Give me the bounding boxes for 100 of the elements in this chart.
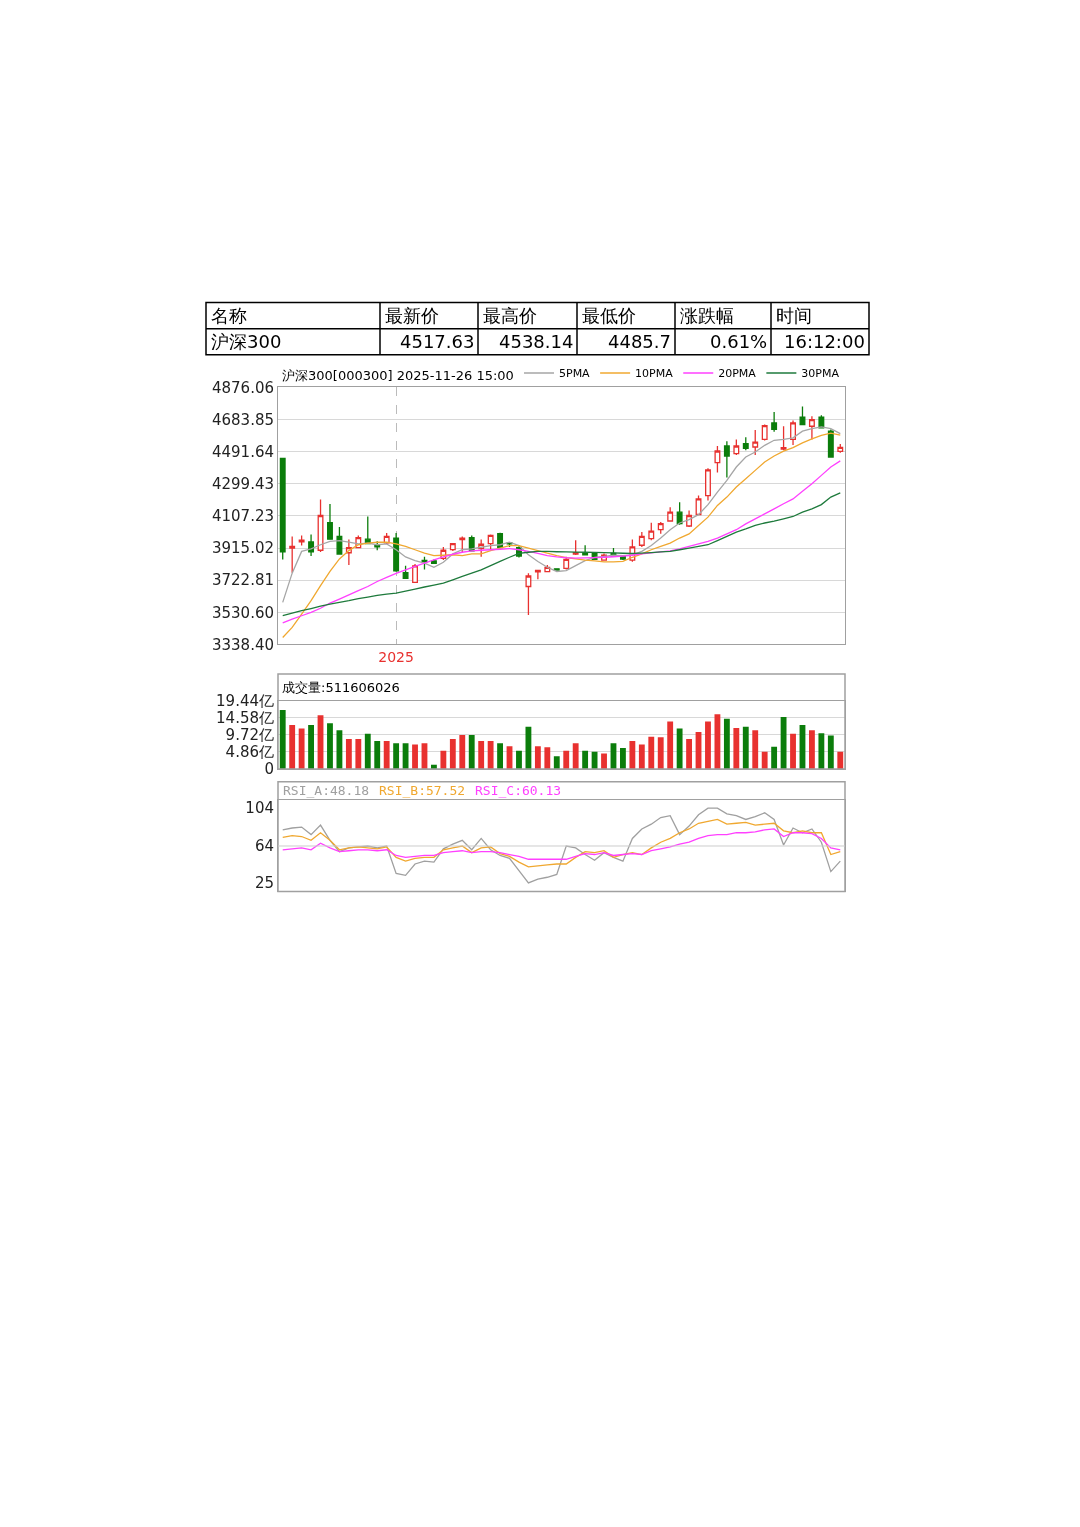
bar [742,726,749,769]
bar [790,733,796,769]
candlestick [714,445,721,474]
bar [355,739,362,769]
bar [412,744,418,769]
bar [827,735,834,769]
text: 涨跌幅 [680,305,734,326]
candlestick [336,526,343,556]
bar [383,740,390,769]
text: RSI_B:57.52 [379,783,466,798]
bar [572,743,579,769]
y-tick-label: 3722.81 [211,571,274,590]
candlestick [742,436,749,451]
bar [402,743,409,769]
candlestick [638,531,645,548]
bar [468,734,475,769]
bar [497,743,503,769]
bar [733,727,740,769]
candlestick [327,503,333,541]
candlestick [705,467,711,502]
line-series [282,460,841,624]
chart-title: 沪深300[000300] 2025-11-26 15:00 [282,368,514,383]
candlestick [563,556,570,571]
line-series [282,426,841,604]
bar [620,747,626,769]
bar [516,750,522,769]
bar [676,728,683,769]
line-series [282,818,841,868]
bar [582,750,589,769]
candlestick [525,572,532,616]
candlestick [723,440,730,479]
candlestick [402,565,409,580]
y-tick-label: 0 [264,760,274,779]
chart-title: 成交量:511606026 [282,680,400,695]
text: 4538.14 [499,331,574,352]
y-tick-label: 3915.02 [211,539,274,558]
bar [752,730,759,769]
text: 最新价 [385,305,439,326]
bar [648,736,655,769]
candlestick [582,544,589,556]
bar [279,710,286,769]
legend-label: 10PMA [635,367,674,381]
text: 最低价 [582,305,636,326]
bar [780,717,787,769]
bar [771,746,778,769]
candlestick [657,521,664,535]
candlestick [459,535,466,553]
y-tick-label: 104 [245,799,274,818]
candlestick [761,423,768,442]
text: 沪深300 [211,331,282,352]
y-tick-label: 4.86亿 [225,743,274,762]
bar [544,747,551,769]
candlestick [289,535,296,574]
y-tick-label: 4299.43 [211,475,274,494]
candlestick [752,429,759,456]
candlestick [648,522,655,541]
bar [534,746,541,769]
y-tick-label: 25 [254,874,274,893]
candlestick [733,438,740,456]
bar [601,753,607,769]
y-tick-label: 3338.40 [211,635,274,654]
text: 4517.63 [400,331,475,352]
bar [723,718,730,769]
bar [327,723,333,769]
candlestick [279,457,286,561]
bar [591,751,598,769]
text: 最高价 [483,305,537,326]
candlestick [771,411,778,433]
line-series [282,432,841,639]
bar [459,734,466,769]
line-series [282,828,841,860]
bar [478,740,485,769]
y-tick-label: 19.44亿 [216,692,274,710]
bar [837,751,844,769]
y-tick-label: 4107.23 [211,507,274,526]
text: RSI_A:48.18 [283,783,370,798]
legend-label: 30PMA [801,367,840,381]
legend-label: 20PMA [718,367,757,381]
candlestick [667,506,674,522]
bar [308,725,314,769]
y-tick-label: 3530.60 [211,603,274,622]
bar [449,739,456,769]
y-tick-label: 4491.64 [211,442,274,461]
bar [553,756,560,769]
bar [289,725,296,769]
candlestick [827,428,834,459]
candlestick [374,540,381,551]
bar [374,740,381,769]
y-tick-label: 4876.06 [211,378,274,397]
bar [818,733,825,769]
bar [705,721,711,769]
y-tick-label: 14.58亿 [216,709,274,728]
bar [364,733,371,769]
text: 时间 [776,305,812,326]
candlestick [449,542,456,552]
text: 16:12:00 [784,331,865,352]
bar [487,740,494,769]
y-tick-label: 9.72亿 [225,726,274,745]
bar [686,739,692,769]
x-tick-label: 2025 [378,649,414,666]
